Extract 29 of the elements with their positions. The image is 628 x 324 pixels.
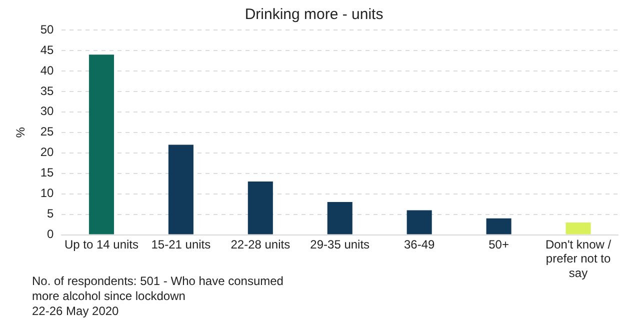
x-tick-label: 36-49 <box>404 237 436 252</box>
y-tick-label: 50 <box>40 22 54 36</box>
y-axis-title: % <box>14 126 28 138</box>
chart-title: Drinking more - units <box>244 6 384 24</box>
y-tick-label: 25 <box>40 124 54 139</box>
text: No. of respondents: 501 - Who have consumed more alcohol since lockdown <box>32 274 284 304</box>
x-tick-label: 29-35 units <box>310 237 370 252</box>
bar <box>486 218 512 234</box>
bar <box>566 222 591 234</box>
y-tick-label: 30 <box>40 104 54 118</box>
y-tick-label: 5 <box>47 206 54 221</box>
x-tick-label: 15-21 units <box>151 237 211 252</box>
y-tick-label: 45 <box>40 42 54 57</box>
y-tick-label: 0 <box>47 227 54 242</box>
y-tick-label: 20 <box>40 145 54 160</box>
bar <box>88 54 114 234</box>
bar <box>168 144 194 234</box>
bar <box>248 182 273 234</box>
x-tick-label: Don't know / prefer not to say <box>545 237 612 280</box>
x-tick-label: 22-28 units <box>230 237 290 252</box>
bar <box>327 202 352 234</box>
x-tick-label: Up to 14 units <box>64 237 139 252</box>
bar <box>406 210 432 234</box>
y-tick-label: 35 <box>40 84 54 98</box>
text: 22-26 May 2020 <box>32 304 120 319</box>
y-tick-label: 10 <box>40 186 54 200</box>
y-tick-label: 15 <box>40 166 54 180</box>
y-tick-label: 40 <box>40 63 54 78</box>
x-tick-label: 50+ <box>488 237 509 252</box>
